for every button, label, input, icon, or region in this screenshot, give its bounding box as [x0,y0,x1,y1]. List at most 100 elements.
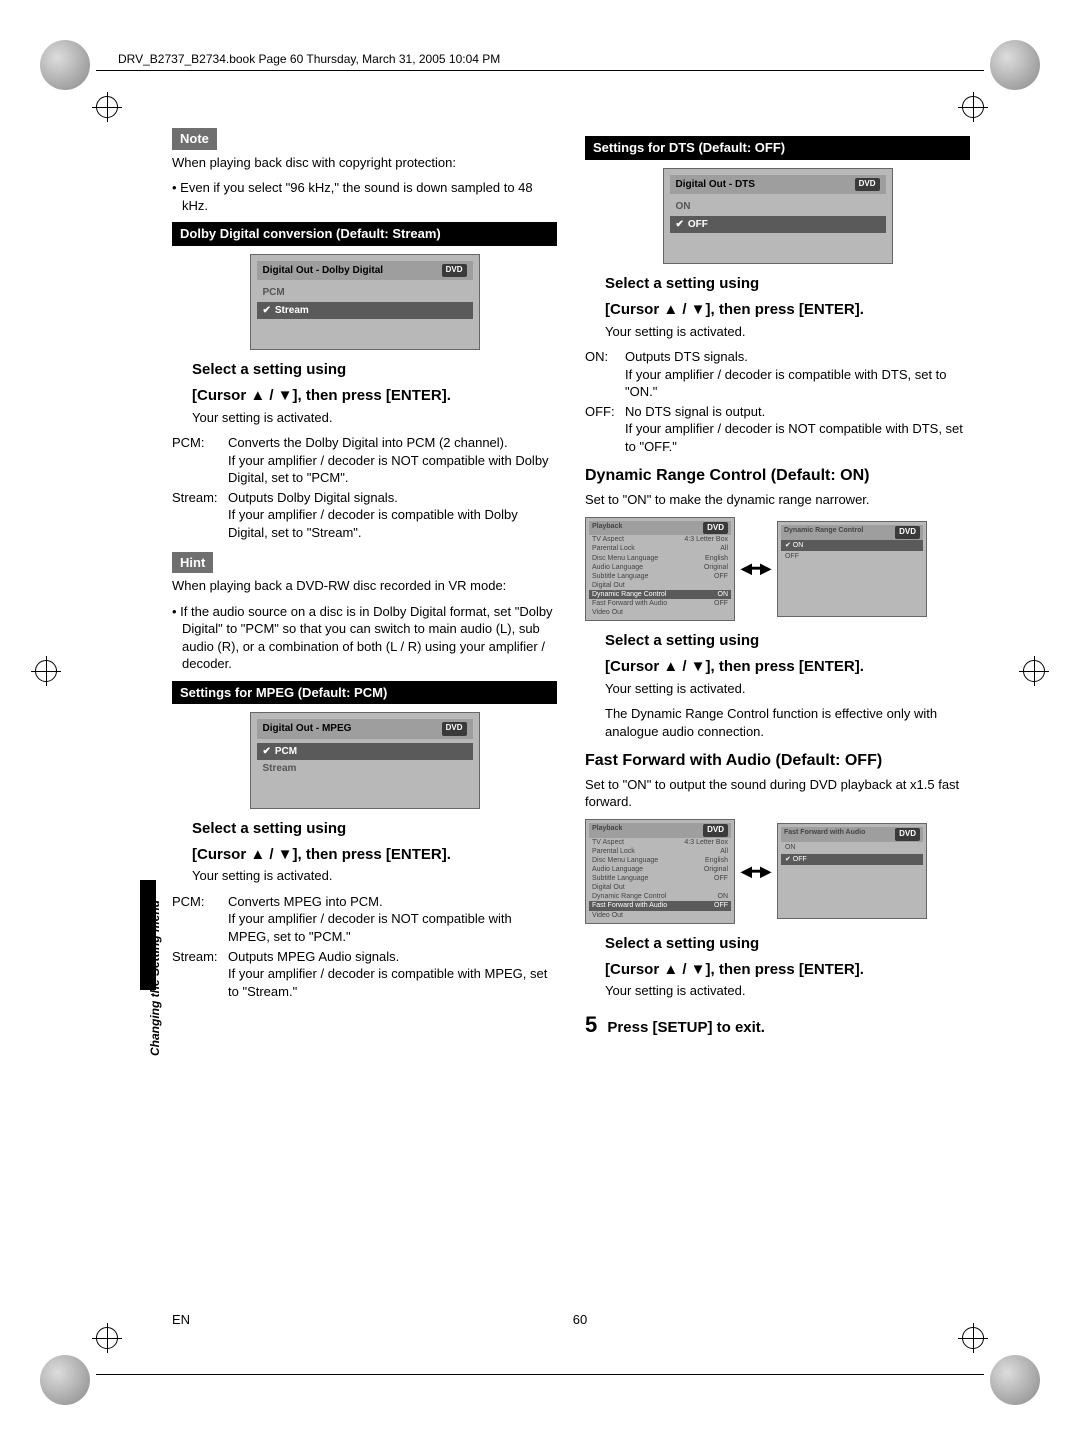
def-key: Stream: [172,489,228,542]
mini-drc-sub: Dynamic Range Control DVD ✔ ON OFF [777,521,927,617]
mini-row: Dynamic Range ControlON [589,892,731,901]
mini-row: Video Out [589,608,731,617]
print-mark-br [990,1355,1040,1405]
def-val: No DTS signal is output. If your amplifi… [625,403,970,456]
dvd-badge: DVD [442,264,467,278]
instruction-title: Select a setting using [585,631,970,651]
instruction-title: Select a setting using [172,819,557,839]
right-column: Settings for DTS (Default: OFF) Digital … [585,128,970,1317]
mini-ff-sub: Fast Forward with Audio DVD ON ✔ OFF [777,823,927,919]
mini-row: Disc Menu LanguageEnglish [589,856,731,865]
mini-option: ON [781,842,923,853]
instruction-title: [Cursor ▲ / ▼], then press [ENTER]. [585,300,970,320]
mini-option-selected: ✔ ON [781,540,923,551]
dual-screenshot-drc: Playback DVD TV Aspect4:3 Letter BoxPare… [585,517,970,622]
heading-drc: Dynamic Range Control (Default: ON) [585,465,970,487]
osd-option: ON [670,198,886,216]
dvd-badge: DVD [895,828,920,841]
step-5: 5 Press [SETUP] to exit. [585,1010,970,1040]
mini-row: TV Aspect4:3 Letter Box [589,838,731,847]
instruction-title: [Cursor ▲ / ▼], then press [ENTER]. [172,386,557,406]
file-path: DRV_B2737_B2734.book Page 60 Thursday, M… [118,52,500,66]
print-mark-bl [40,1355,90,1405]
def-key: PCM: [172,893,228,946]
def-val: Outputs MPEG Audio signals. If your ampl… [228,948,557,1001]
hint-bullet: • If the audio source on a disc is in Do… [172,603,557,673]
def-key: OFF: [585,403,625,456]
osd-dolby: Digital Out - Dolby Digital DVD PCM Stre… [250,254,480,351]
def-val: Outputs DTS signals. If your amplifier /… [625,348,970,401]
osd-title: Digital Out - DTS [676,178,755,192]
mini-row: Subtitle LanguageOFF [589,572,731,581]
mini-row: Parental LockAll [589,847,731,856]
ff-text: Set to "ON" to output the sound during D… [585,776,970,811]
step-number: 5 [585,1012,597,1037]
instruction-sub: Your setting is activated. [172,409,557,427]
arrow-icon: ◀━▶ [741,862,771,881]
mini-row: Disc Menu LanguageEnglish [589,554,731,563]
section-bar-dolby: Dolby Digital conversion (Default: Strea… [172,222,557,246]
dvd-badge: DVD [895,526,920,539]
register-mark [962,1327,984,1349]
dvd-badge: DVD [855,178,880,192]
register-mark [962,96,984,118]
lang-code: EN [172,1312,190,1327]
section-bar-dts: Settings for DTS (Default: OFF) [585,136,970,160]
def-val: Outputs Dolby Digital signals. If your a… [228,489,557,542]
hint-intro: When playing back a DVD-RW disc recorded… [172,577,557,595]
osd-option-selected: PCM [257,743,473,761]
mini-row: Video Out [589,911,731,920]
def-key: PCM: [172,434,228,487]
mini-option: OFF [781,551,923,562]
drc-note: The Dynamic Range Control function is ef… [585,705,970,740]
instruction-title: [Cursor ▲ / ▼], then press [ENTER]. [172,845,557,865]
mini-playback: Playback DVD TV Aspect4:3 Letter BoxPare… [585,819,735,924]
instruction-title: [Cursor ▲ / ▼], then press [ENTER]. [585,960,970,980]
arrow-icon: ◀━▶ [741,559,771,578]
mini-row: Fast Forward with AudioOFF [589,599,731,608]
mini-title: Playback [592,522,622,535]
mini-title: Fast Forward with Audio [784,828,865,841]
mini-row: Audio LanguageOriginal [589,865,731,874]
step-text: Press [SETUP] to exit. [607,1019,765,1036]
instruction-sub: Your setting is activated. [585,680,970,698]
osd-option-selected: OFF [670,216,886,234]
page-number: 60 [573,1312,587,1327]
def-val: Converts the Dolby Digital into PCM (2 c… [228,434,557,487]
mini-row: TV Aspect4:3 Letter Box [589,535,731,544]
instruction-title: Select a setting using [585,274,970,294]
mini-row: Subtitle LanguageOFF [589,874,731,883]
osd-mpeg: Digital Out - MPEG DVD PCM Stream [250,712,480,809]
register-mark [96,1327,118,1349]
instruction-sub: Your setting is activated. [585,323,970,341]
dvd-badge: DVD [442,722,467,736]
instruction-title: Select a setting using [585,934,970,954]
def-key: Stream: [172,948,228,1001]
register-mark [96,96,118,118]
section-bar-mpeg: Settings for MPEG (Default: PCM) [172,681,557,705]
footer-rule [96,1374,984,1375]
mini-option-selected: ✔ OFF [781,854,923,865]
mini-row: Audio LanguageOriginal [589,563,731,572]
note-intro: When playing back disc with copyright pr… [172,154,557,172]
mini-row: Fast Forward with AudioOFF [589,901,731,910]
print-mark-tr [990,40,1040,90]
instruction-title: Select a setting using [172,360,557,380]
dvd-badge: DVD [703,824,728,837]
osd-option-selected: Stream [257,302,473,320]
mini-row: Dynamic Range ControlON [589,590,731,599]
note-bullet: • Even if you select "96 kHz," the sound… [172,179,557,214]
mini-row: Digital Out [589,883,731,892]
header-rule [96,70,984,71]
print-mark-tl [40,40,90,90]
register-mark [1023,660,1045,682]
def-key: ON: [585,348,625,401]
mini-title: Dynamic Range Control [784,526,863,539]
heading-ff: Fast Forward with Audio (Default: OFF) [585,750,970,772]
osd-title: Digital Out - Dolby Digital [263,264,384,278]
side-caption: Changing the Setting menu [148,900,162,1056]
osd-title: Digital Out - MPEG [263,722,352,736]
instruction-title: [Cursor ▲ / ▼], then press [ENTER]. [585,657,970,677]
instruction-sub: Your setting is activated. [172,867,557,885]
dual-screenshot-ff: Playback DVD TV Aspect4:3 Letter BoxPare… [585,819,970,924]
